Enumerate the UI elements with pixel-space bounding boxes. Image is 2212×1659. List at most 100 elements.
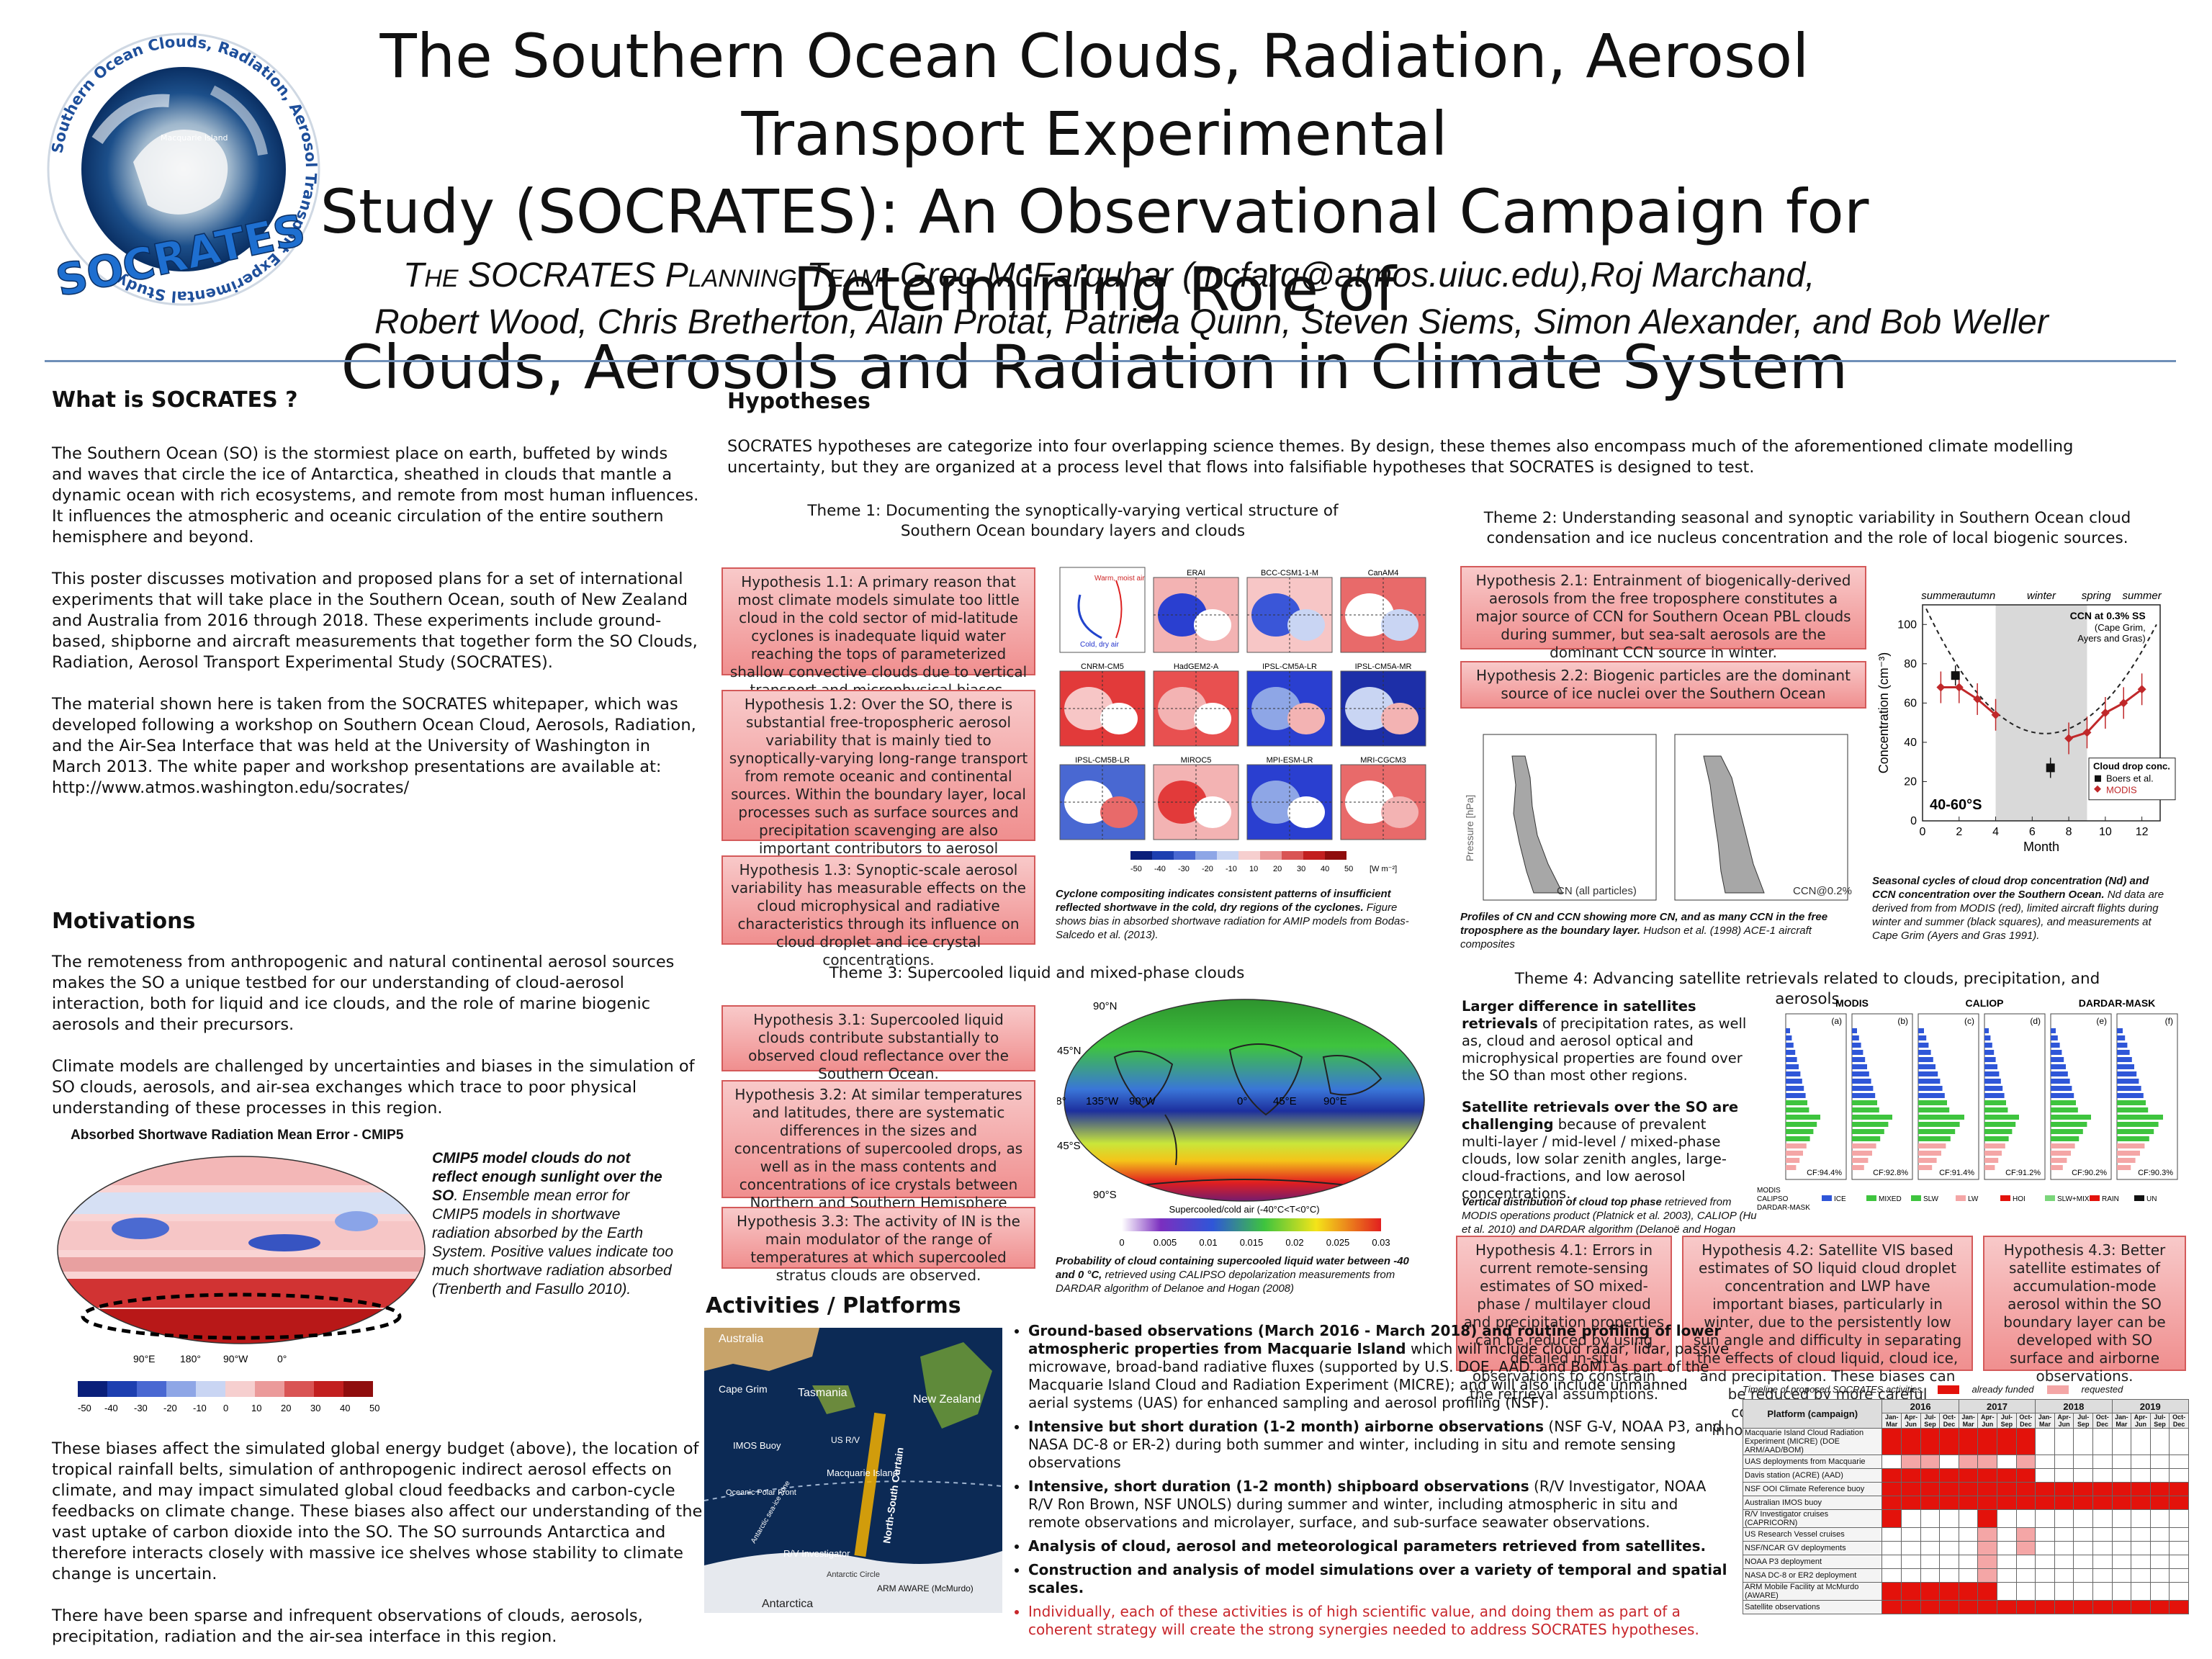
cyclone-colorbar-tick: -10	[1226, 865, 1237, 873]
svg-text:CF:92.8%: CF:92.8%	[1873, 1169, 1908, 1177]
cyclone-colorbar-tick: -20	[1202, 865, 1213, 873]
timeline-cell	[2015, 1541, 2036, 1555]
ccn-curve	[1925, 608, 2157, 734]
y-tick-label: 40	[1904, 737, 1917, 749]
legend-title: Cloud drop conc.	[2093, 761, 2170, 772]
timeline-cell	[2169, 1482, 2189, 1496]
timeline-row: NSF/NCAR GV deployments	[1742, 1541, 2189, 1555]
x-tick-label: 6	[2029, 826, 2036, 838]
timeline-cell	[1997, 1496, 2017, 1510]
timeline-cell	[2131, 1568, 2151, 1583]
activity-item: Construction and analysis of model simul…	[1028, 1561, 1730, 1597]
sc-lon-label: 45°E	[1273, 1095, 1297, 1107]
colorbar-tick: 50	[369, 1403, 379, 1413]
timeline-cell	[1939, 1482, 1959, 1496]
timeline-row: NOAA P3 deployment	[1742, 1555, 2189, 1569]
cyclone-panel: HadGEM2-A	[1153, 662, 1239, 747]
cyclone-colorbar-cell	[1303, 851, 1325, 860]
timeline-cell	[1920, 1468, 1941, 1483]
sat-title: MODIS	[1835, 997, 1869, 1009]
authors-line-2: Robert Wood, Chris Bretherton, Alain Pro…	[374, 303, 2049, 341]
timeline-cell	[1939, 1455, 1959, 1469]
cyclone-colorbar-cell	[1282, 851, 1303, 860]
theme-2-title: Theme 2: Understanding seasonal and syno…	[1483, 509, 2131, 547]
timeline-cell	[2073, 1568, 2093, 1583]
timeline-cell	[2035, 1582, 2055, 1601]
colorbar-tick: -30	[134, 1403, 148, 1413]
theme-4-p2-text: because of prevalent multi-layer / mid-l…	[1462, 1116, 1727, 1202]
satellite-caption-bold: Vertical distribution of cloud top phase	[1462, 1196, 1662, 1208]
schematic-cold-label: Cold, dry air	[1080, 641, 1120, 649]
legend-box	[2088, 757, 2176, 801]
timeline-cell	[1977, 1527, 1998, 1542]
timeline-months: Jan-Mar	[1958, 1413, 1979, 1429]
cyclone-panel-label: CanAM4	[1368, 569, 1399, 577]
timeline-cell	[1997, 1482, 2017, 1496]
timeline-cell	[1920, 1509, 1941, 1528]
timeline-cell	[1920, 1482, 1941, 1496]
cyclone-panel: MRI-CGCM3	[1340, 756, 1426, 840]
logo-island-label: Macquarie Island	[161, 133, 228, 143]
modis-point	[1954, 683, 1964, 692]
hypothesis-2-1: Hypothesis 2.1: Entrainment of biogenica…	[1460, 566, 1866, 661]
profile-label-ccn: CCN@0.2%	[1793, 885, 1852, 897]
timeline-platform: NASA DC-8 or ER2 deployment	[1742, 1568, 1883, 1583]
svg-text:(f): (f)	[2165, 1016, 2173, 1026]
season-label: spring	[2082, 590, 2112, 602]
activity-item-bold: Intensive but short duration (1-2 month)…	[1028, 1418, 1545, 1435]
timeline-cell	[2073, 1582, 2093, 1601]
timeline-cell	[2015, 1509, 2036, 1528]
timeline-cell	[2131, 1455, 2151, 1469]
svg-text:CF:91.4%: CF:91.4%	[1939, 1169, 1974, 1177]
timeline-row: NSF OOI Climate Reference buoy	[1742, 1482, 2189, 1496]
timeline-cell	[1939, 1541, 1959, 1555]
cmip5-caption: CMIP5 model clouds do not reflect enough…	[432, 1150, 673, 1298]
timeline-cell	[1939, 1428, 1959, 1455]
boers-point	[1951, 671, 1960, 680]
cyclone-colorbar-cell	[1325, 851, 1346, 860]
modis-point	[1936, 683, 1946, 692]
timeline-cell	[1881, 1509, 1902, 1528]
motivations-heading: Motivations	[52, 909, 196, 934]
timeline-cell	[1920, 1541, 1941, 1555]
header-divider	[45, 360, 2176, 362]
timeline-cell	[2111, 1582, 2132, 1601]
map-label-aware: ARM AWARE (McMurdo)	[877, 1583, 974, 1593]
x-tick-label: 10	[2099, 826, 2112, 838]
cyclone-caption-text: Figure shows bias in absorbed shortwave …	[1056, 902, 1409, 941]
timeline-platform: Macquarie Island Cloud Radiation Experim…	[1742, 1428, 1883, 1455]
what-heading: What is SOCRATES ?	[52, 387, 298, 413]
timeline-cell	[2054, 1496, 2074, 1510]
timeline-cell	[1939, 1468, 1959, 1483]
activity-item-bold: Ground-based observations (March 2016 - …	[1028, 1322, 1722, 1357]
timeline-cell	[2073, 1527, 2093, 1542]
timeline-cell	[1920, 1582, 1941, 1601]
timeline-cell	[1939, 1582, 1959, 1601]
timeline-cell	[2073, 1509, 2093, 1528]
timeline-cell	[1958, 1482, 1979, 1496]
timeline-cell	[2169, 1541, 2189, 1555]
timeline-cell	[2054, 1555, 2074, 1569]
timeline-cell	[2111, 1428, 2132, 1455]
supercooled-caption-bold: Probability of cloud containing supercoo…	[1056, 1255, 1409, 1281]
sat-legend-label: ICE	[1834, 1195, 1846, 1203]
svg-text:CF:94.4%: CF:94.4%	[1807, 1169, 1842, 1177]
timeline-cell	[2149, 1555, 2170, 1569]
timeline-cell	[2149, 1482, 2170, 1496]
timeline-months: Apr-Jun	[1977, 1413, 1998, 1429]
cyclone-colorbar-units: [W m⁻²]	[1370, 865, 1397, 873]
timeline-months: Oct-Dec	[1939, 1413, 1959, 1429]
legend-requested-swatch	[2046, 1385, 2069, 1394]
timeline-cell	[2015, 1600, 2036, 1614]
timeline-cell	[1958, 1555, 1979, 1569]
cyclone-colorbar-cell	[1238, 851, 1260, 860]
timeline-cell	[2092, 1541, 2113, 1555]
timeline-cell	[2015, 1482, 2036, 1496]
timeline-cell	[2169, 1555, 2189, 1569]
timeline-row: R/V Investigator cruises (CAPRICORN)	[1742, 1509, 2189, 1528]
timeline-months: Oct-Dec	[2092, 1413, 2113, 1429]
activities-map: Australia Cape Grim Tasmania IMOS Buoy U…	[703, 1328, 1003, 1613]
cmip5-map-title: Absorbed Shortwave Radiation Mean Error …	[71, 1128, 404, 1143]
sat-panel: (a) CF:94.4%	[1785, 1013, 1847, 1180]
modis-line	[1941, 686, 1997, 716]
